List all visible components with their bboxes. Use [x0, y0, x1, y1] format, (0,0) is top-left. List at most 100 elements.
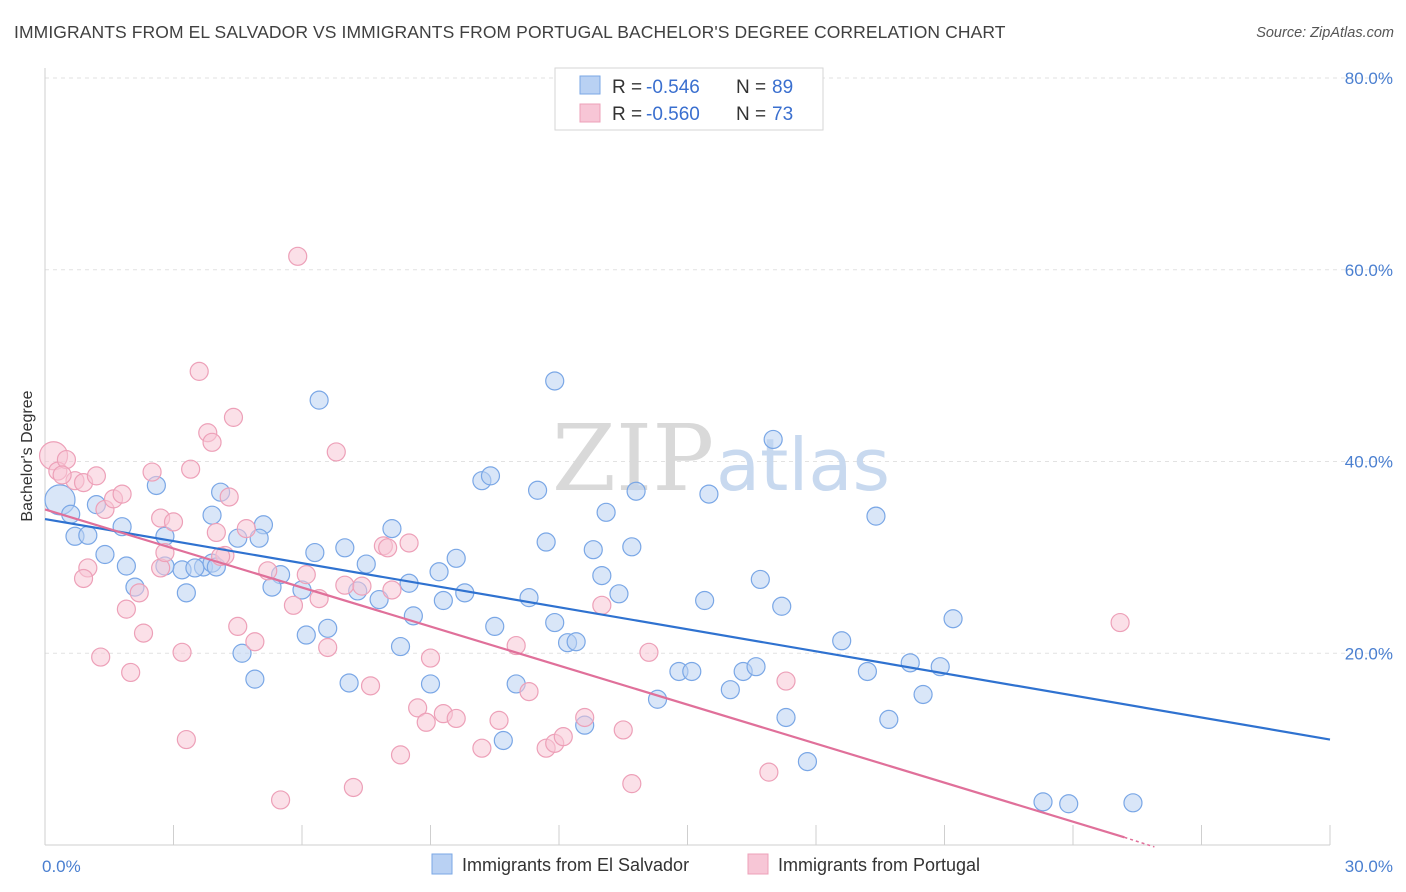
el-salvador-point-42 — [485, 616, 505, 637]
portugal-point-54 — [420, 648, 441, 668]
el-salvador-point-24 — [318, 618, 338, 638]
portugal-point-17 — [142, 462, 162, 482]
correlation-legend: R = -0.546 N = 89 R = -0.560 N = 73 — [554, 67, 824, 131]
series-legend: Immigrants from El Salvador Immigrants f… — [431, 853, 980, 875]
el-salvador-point-82 — [309, 390, 329, 410]
portugal-trend-line — [44, 508, 1125, 839]
el-salvador-point-25 — [305, 542, 325, 563]
el-salvador-point-46 — [527, 480, 548, 500]
el-salvador-point-79 — [1033, 792, 1053, 812]
el-salvador-point-35 — [420, 674, 441, 694]
portugal-point-39 — [296, 565, 316, 585]
portugal-point-5 — [52, 465, 72, 485]
el-salvador-point-71 — [832, 631, 852, 651]
portugal-point-37 — [283, 595, 304, 615]
legend-r-label-portugal: R = — [612, 104, 642, 125]
bottom-legend-label-el-salvador: Immigrants from El Salvador — [462, 855, 689, 875]
portugal-point-46 — [360, 676, 381, 696]
el-salvador-point-41 — [480, 466, 501, 486]
el-salvador-point-70 — [797, 751, 818, 772]
portugal-point-66 — [613, 720, 633, 740]
portugal-point-65 — [592, 595, 612, 615]
el-salvador-point-83 — [545, 371, 565, 391]
watermark: ZIP atlas — [552, 405, 890, 512]
el-salvador-point-57 — [626, 481, 646, 501]
portugal-point-9 — [112, 484, 132, 504]
portugal-trend-extension — [1124, 836, 1155, 848]
portugal-point-33 — [236, 519, 256, 539]
portugal-point-31 — [223, 407, 244, 427]
el-salvador-point-3 — [78, 525, 98, 545]
portugal-point-53 — [416, 712, 436, 732]
y-tick-label-0: 20.0% — [1345, 644, 1393, 663]
chart-title: IMMIGRANTS FROM EL SALVADOR VS IMMIGRANT… — [14, 22, 1006, 42]
legend-r-value-portugal: -0.560 — [646, 104, 700, 125]
portugal-point-57 — [472, 738, 492, 758]
el-salvador-point-28 — [339, 673, 359, 693]
portugal-point-42 — [326, 442, 346, 462]
el-salvador-point-43 — [493, 730, 513, 751]
el-salvador-point-67 — [763, 429, 783, 450]
el-salvador-point-53 — [592, 565, 612, 586]
portugal-point-68 — [639, 642, 659, 662]
portugal-point-15 — [133, 623, 154, 643]
portugal-point-25 — [189, 361, 209, 381]
portugal-point-11 — [73, 568, 94, 589]
portugal-point-70 — [776, 671, 796, 691]
el-salvador-point-66 — [750, 569, 770, 590]
el-salvador-point-5 — [95, 544, 115, 565]
el-salvador-point-19 — [232, 643, 252, 663]
portugal-point-51 — [399, 533, 419, 553]
el-salvador-point-29 — [356, 554, 376, 574]
el-salvador-point-81 — [1123, 793, 1143, 813]
el-salvador-point-48 — [545, 612, 565, 633]
el-salvador-point-62 — [695, 590, 715, 611]
el-salvador-point-65 — [746, 657, 766, 677]
portugal-point-24 — [181, 459, 201, 479]
el-salvador-point-47 — [536, 532, 556, 552]
y-tick-label-2: 60.0% — [1345, 261, 1393, 280]
bottom-legend-label-portugal: Immigrants from Portugal — [778, 855, 980, 875]
legend-n-value-portugal: 73 — [772, 104, 793, 125]
el-salvador-point-73 — [866, 506, 886, 526]
portugal-point-6 — [86, 466, 107, 486]
el-salvador-point-18 — [176, 583, 196, 603]
legend-r-value-el-salvador: -0.546 — [646, 77, 700, 98]
el-salvador-point-50 — [566, 632, 586, 652]
el-salvador-point-37 — [433, 590, 453, 611]
portugal-point-58 — [489, 710, 509, 730]
portugal-point-67 — [622, 774, 642, 794]
grid-lines — [45, 77, 1392, 654]
el-salvador-point-54 — [596, 502, 616, 522]
portugal-point-22 — [172, 642, 192, 662]
x-tick-label-0: 0.0% — [42, 857, 81, 876]
portugal-point-27 — [202, 432, 222, 452]
el-salvador-point-12 — [202, 505, 222, 525]
portugal-point-64 — [575, 707, 595, 728]
legend-swatch-portugal — [579, 103, 601, 123]
portugal-point-16 — [129, 583, 149, 603]
el-salvador-point-72 — [857, 661, 878, 682]
y-tick-label-3: 80.0% — [1345, 69, 1393, 88]
portugal-point-38 — [288, 246, 308, 266]
legend-swatch-el-salvador — [579, 75, 601, 95]
legend-n-value-el-salvador: 89 — [772, 77, 793, 98]
portugal-point-69 — [759, 762, 779, 782]
portugal-point-28 — [206, 522, 226, 543]
portugal-point-14 — [121, 662, 141, 683]
el-salvador-point-69 — [772, 596, 792, 616]
el-salvador-point-36 — [429, 562, 449, 582]
source-label: Source: ZipAtlas.com — [1256, 25, 1394, 41]
portugal-point-23 — [176, 729, 196, 750]
el-salvador-point-20 — [245, 669, 265, 689]
el-salvador-point-38 — [446, 548, 466, 568]
portugal-point-30 — [219, 487, 239, 507]
trend-lines — [44, 508, 1331, 848]
portugal-point-41 — [318, 637, 338, 658]
el-salvador-point-26 — [335, 538, 355, 558]
portugal-point-36 — [270, 790, 291, 810]
el-salvador-point-6 — [116, 556, 136, 576]
bottom-legend-swatch-portugal — [747, 853, 769, 875]
el-salvador-point-68 — [776, 707, 796, 728]
